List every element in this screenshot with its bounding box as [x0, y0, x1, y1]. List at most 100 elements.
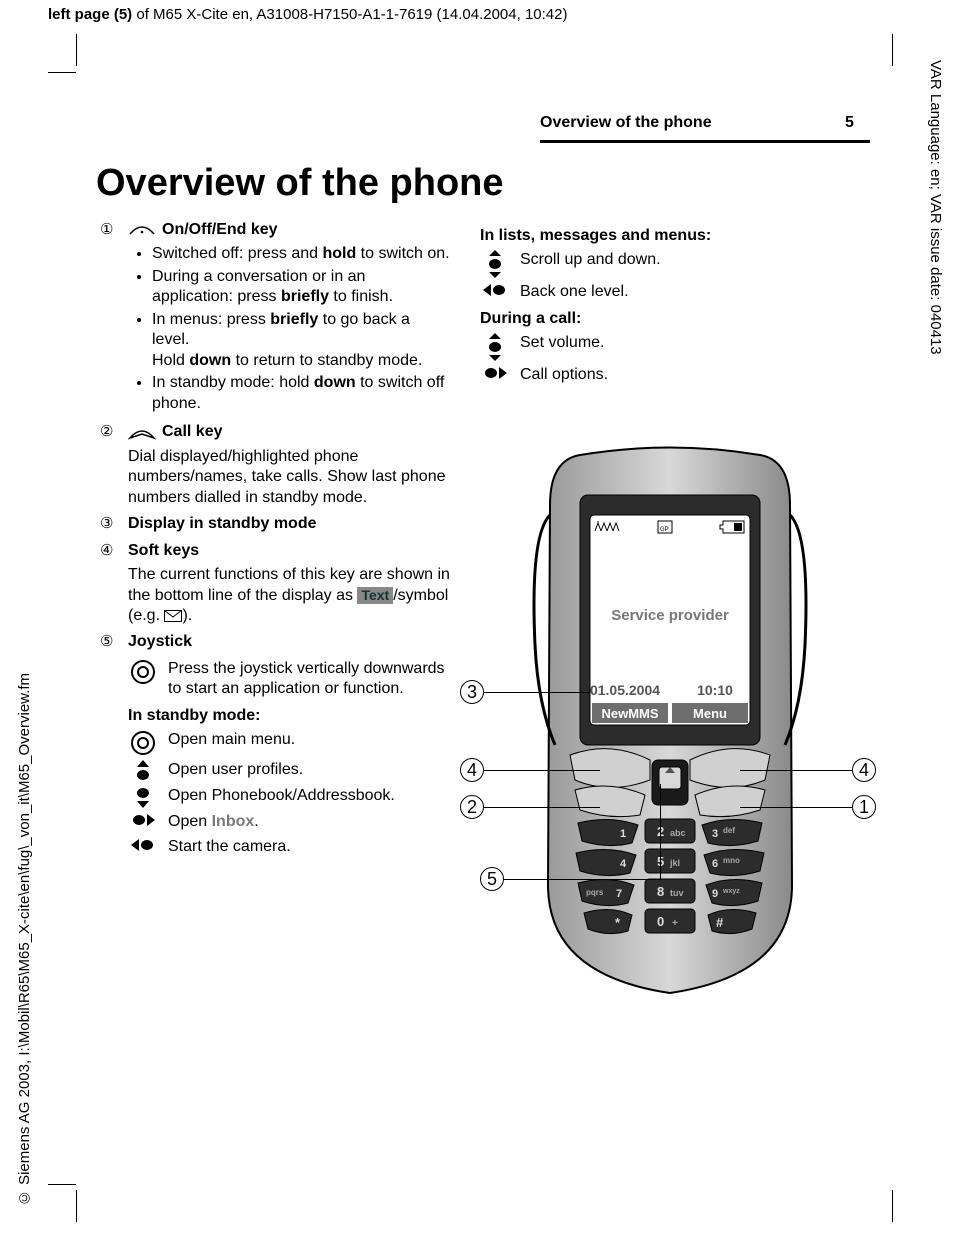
row-text: Open Inbox. [168, 812, 450, 832]
joystick-press-icon [128, 730, 158, 756]
item-1-bullets: Switched off: press and hold to switch o… [128, 244, 450, 414]
joystick-right-icon [128, 812, 158, 828]
joystick-right-icon [480, 365, 510, 381]
running-head-title: Overview of the phone [540, 114, 712, 132]
running-head-rule [540, 140, 870, 143]
svg-text:+: + [672, 918, 678, 929]
svg-text:1: 1 [620, 828, 626, 840]
item-1-title: On/Off/End key [162, 220, 278, 240]
callout-3: 3 [460, 680, 484, 704]
item-2-heading: Call key [128, 422, 450, 442]
lists-row-2: Back one level. [480, 282, 860, 302]
call-row-1: Set volume. [480, 333, 860, 361]
page-header-rest: of M65 X-Cite en, A31008-H7150-A1-1-7619… [132, 6, 567, 23]
callout-line [574, 879, 661, 880]
bold: hold [322, 245, 356, 262]
row-text: Scroll up and down. [520, 250, 860, 270]
crop-mark [892, 1190, 893, 1222]
callout-2: 2 [460, 795, 484, 819]
bold: down [189, 352, 231, 369]
svg-text:#: # [716, 915, 724, 930]
standby-row-3: Open Phonebook/Addressbook. [128, 786, 450, 808]
standby-subhead: In standby mode: [128, 706, 450, 726]
item-4-title: Soft keys [128, 541, 450, 561]
item-2: ② Call key Dial displayed/highlighted ph… [100, 422, 450, 508]
svg-text:3: 3 [712, 828, 718, 840]
page-header: left page (5) of M65 X-Cite en, A31008-H… [48, 6, 567, 23]
row-text: Back one level. [520, 282, 860, 302]
item-number-1: ① [100, 220, 128, 416]
crop-mark [48, 1184, 76, 1185]
text-chip: Text [357, 587, 393, 605]
call-row-2: Call options. [480, 365, 860, 385]
item-number-5: ⑤ [100, 632, 128, 652]
svg-text:mno: mno [723, 856, 740, 865]
right-column: In lists, messages and menus: Scroll up … [480, 220, 860, 390]
standby-row-2: Open user profiles. [128, 760, 450, 782]
svg-text:abc: abc [670, 828, 686, 838]
item-5: ⑤ Joystick [100, 632, 450, 652]
item-4: ④ Soft keys The current functions of thi… [100, 541, 450, 627]
row-text: Open user profiles. [168, 760, 450, 780]
joystick-press-row: Press the joystick vertically downwards … [128, 659, 450, 700]
svg-text:GP: GP [660, 527, 669, 533]
crop-mark [48, 72, 76, 73]
item-2-title: Call key [162, 422, 222, 442]
bullet: During a conversation or in an applicati… [152, 267, 450, 308]
svg-text:4: 4 [620, 858, 627, 870]
svg-text:wxyz: wxyz [722, 888, 740, 895]
side-note-left: © Siemens AG 2003, I:\Mobil\R65\M65_X-ci… [16, 673, 33, 1206]
callout-4-left: 4 [460, 758, 484, 782]
row-text: Set volume. [520, 333, 860, 353]
lists-subhead: In lists, messages and menus: [480, 226, 860, 246]
provider-text: Service provider [611, 607, 729, 624]
item-number-4: ④ [100, 541, 128, 627]
svg-text:def: def [723, 826, 735, 835]
callout-line [740, 807, 852, 808]
bold: down [314, 374, 356, 391]
date-text: 01.05.2004 [590, 682, 660, 698]
callout-line [484, 692, 590, 693]
item-3: ③ Display in standby mode [100, 514, 450, 534]
end-key-icon [128, 222, 156, 238]
bullet: Switched off: press and hold to switch o… [152, 244, 450, 264]
envelope-icon [164, 610, 182, 622]
lists-row-1: Scroll up and down. [480, 250, 860, 278]
callout-line-vert [660, 784, 661, 879]
joystick-updown-icon [480, 333, 510, 361]
joystick-press-text: Press the joystick vertically downwards … [168, 659, 450, 700]
bold: briefly [270, 311, 318, 328]
item-5-title: Joystick [128, 632, 450, 652]
page-title: Overview of the phone [96, 162, 504, 205]
joystick-updown-icon [480, 250, 510, 278]
svg-text:tuv: tuv [670, 888, 684, 898]
item-3-title: Display in standby mode [128, 514, 450, 534]
call-subhead: During a call: [480, 309, 860, 329]
svg-text:pqrs: pqrs [586, 888, 604, 897]
callout-line [740, 770, 852, 771]
svg-text:9: 9 [712, 888, 718, 900]
callout-line [504, 879, 574, 880]
item-1: ① On/Off/End key Switched off: press and… [100, 220, 450, 416]
joystick-up-icon [128, 760, 158, 782]
crop-mark [76, 34, 77, 66]
bullet: In standby mode: hold down to switch off… [152, 373, 450, 414]
side-note-right: VAR Language: en; VAR issue date: 040413 [927, 60, 944, 355]
crop-mark [892, 34, 893, 66]
standby-row-5: Start the camera. [128, 837, 450, 857]
row-text: Open Phonebook/Addressbook. [168, 786, 450, 806]
item-2-body: Dial displayed/highlighted phone numbers… [128, 447, 450, 508]
item-4-body: The current functions of this key are sh… [128, 565, 450, 626]
svg-text:0: 0 [657, 914, 664, 929]
callout-line [484, 807, 600, 808]
bullet: In menus: press briefly to go back a lev… [152, 310, 450, 371]
svg-text:jkl: jkl [669, 858, 680, 868]
left-column: ① On/Off/End key Switched off: press and… [100, 220, 450, 861]
inbox-label: Inbox [212, 813, 255, 830]
item-number-2: ② [100, 422, 128, 508]
running-head-page: 5 [845, 114, 854, 132]
bold: briefly [281, 288, 329, 305]
phone-svg: GP Service provider 01.05.2004 10:10 New… [460, 445, 880, 1005]
joystick-left-icon [128, 837, 158, 853]
callout-1: 1 [852, 795, 876, 819]
